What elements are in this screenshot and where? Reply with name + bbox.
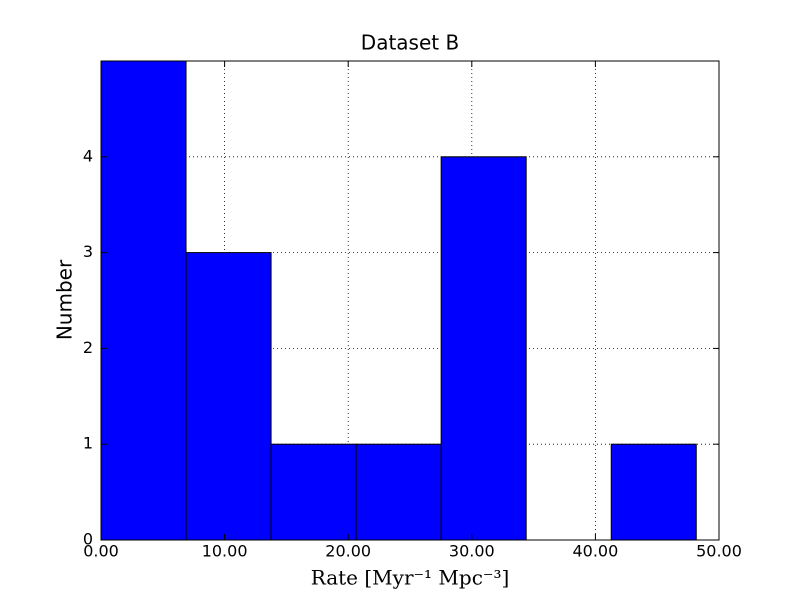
- x-tick-label: 10.00: [202, 542, 248, 561]
- bar: [100, 60, 187, 541]
- x-tick-label: 50.00: [696, 542, 742, 561]
- bar: [610, 443, 697, 541]
- x-tick-label: 20.00: [325, 542, 371, 561]
- x-tick-label: 40.00: [572, 542, 618, 561]
- y-tick-label: 1: [83, 434, 93, 453]
- bar: [270, 443, 357, 541]
- y-tick-label: 3: [83, 242, 93, 261]
- chart-title: Dataset B: [361, 31, 459, 55]
- x-axis-label: Rate [Myr⁻¹ Mpc⁻³]: [311, 566, 510, 590]
- bar: [185, 252, 272, 541]
- plot-frame: [100, 60, 720, 541]
- y-axis-label: Number: [53, 259, 77, 340]
- bar: [355, 443, 442, 541]
- x-tick-label: 30.00: [449, 542, 495, 561]
- bar: [440, 156, 527, 541]
- y-tick-label: 2: [83, 338, 93, 357]
- x-tick-label: 0.00: [83, 542, 119, 561]
- y-tick-label: 4: [83, 146, 93, 165]
- y-tick-label: 0: [83, 530, 93, 549]
